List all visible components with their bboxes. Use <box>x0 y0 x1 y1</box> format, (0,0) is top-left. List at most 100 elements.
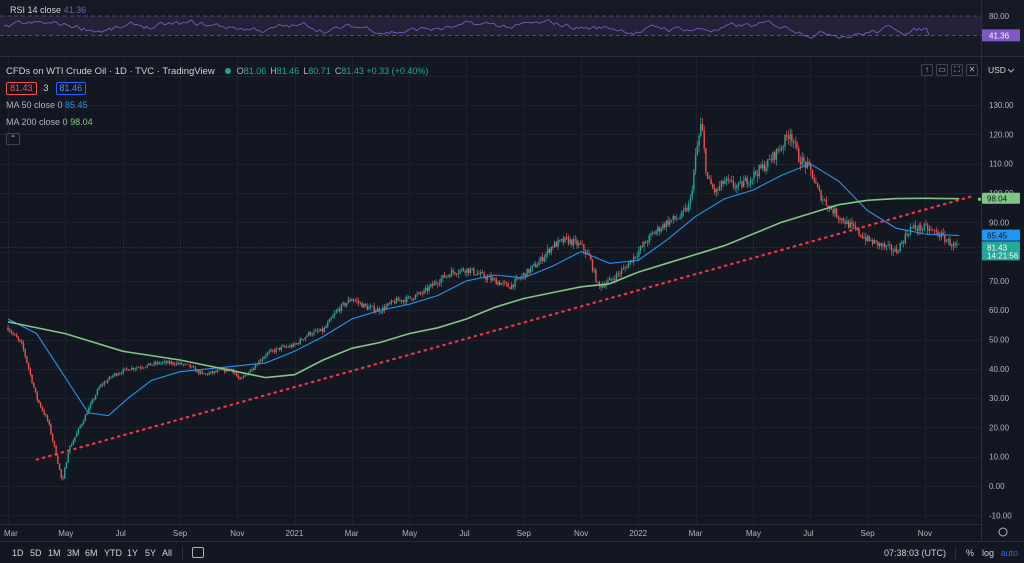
candle <box>787 130 790 145</box>
candle-body <box>560 239 563 241</box>
candle-body <box>908 234 910 236</box>
candle-body <box>617 273 619 275</box>
candle-body <box>315 330 317 332</box>
range-5y-button[interactable]: 5Y <box>145 548 157 558</box>
candle <box>677 217 680 220</box>
candle <box>679 213 681 221</box>
arrow-up-icon[interactable]: ↑ <box>921 64 933 76</box>
candle <box>136 366 138 371</box>
candle <box>555 241 558 247</box>
candle-body <box>565 237 568 238</box>
candle-body <box>76 432 78 437</box>
candle <box>400 299 403 305</box>
candle-body <box>409 296 411 299</box>
candle <box>770 154 772 164</box>
candle-body <box>877 241 879 246</box>
candle <box>634 256 637 260</box>
candle-body <box>423 289 425 294</box>
percent-toggle[interactable]: % <box>965 548 974 558</box>
candle <box>844 218 846 228</box>
candle-body <box>502 282 504 284</box>
candle-body <box>896 248 898 253</box>
maximize-icon[interactable]: ▭ <box>936 64 948 76</box>
range-6m-button[interactable]: 6M <box>85 548 98 558</box>
candle-body <box>400 300 403 302</box>
close-icon[interactable]: ✕ <box>966 64 978 76</box>
candle <box>641 241 644 248</box>
candle <box>773 150 776 164</box>
candle-body <box>117 374 119 376</box>
candle <box>565 232 568 241</box>
candle-body <box>897 251 900 253</box>
bottom-toolbar: 1D 5D 1M 3M 6M YTD 1Y 5Y All 07:38:03 (U… <box>0 541 1024 563</box>
candle-body <box>187 364 190 365</box>
candle-body <box>944 234 946 242</box>
candle-body <box>492 278 494 281</box>
range-3m-button[interactable]: 3M <box>67 548 80 558</box>
candle-body <box>180 362 183 365</box>
candle <box>199 370 202 375</box>
candle-body <box>60 469 62 478</box>
buy-button[interactable]: 81.46 <box>55 81 87 95</box>
range-1d-button[interactable]: 1D <box>12 548 24 558</box>
candle <box>877 241 879 250</box>
candle <box>39 401 42 409</box>
rsi-params: 14 close <box>27 5 62 15</box>
candle-body <box>84 414 87 421</box>
candle <box>81 423 83 428</box>
candle <box>925 220 927 227</box>
range-1m-button[interactable]: 1M <box>48 548 61 558</box>
candle-body <box>517 277 520 279</box>
candle <box>559 239 561 244</box>
range-ytd-button[interactable]: YTD <box>104 548 122 558</box>
range-all-button[interactable]: All <box>162 548 173 558</box>
candle-body <box>38 399 40 403</box>
candle <box>686 205 688 212</box>
fullscreen-icon[interactable]: ⛶ <box>951 64 963 76</box>
candle-body <box>141 367 143 369</box>
calendar-goto-icon[interactable] <box>192 547 204 558</box>
candle-body <box>435 282 437 284</box>
range-1y-button[interactable]: 1Y <box>127 548 139 558</box>
candle-body <box>345 303 348 306</box>
candle-body <box>507 283 509 288</box>
candle-body <box>55 445 57 456</box>
range-5d-button[interactable]: 5D <box>30 548 42 558</box>
candle-body <box>498 281 501 286</box>
candle <box>650 231 652 241</box>
candle-body <box>107 379 109 383</box>
candle-body <box>376 308 379 311</box>
candle-body <box>149 363 152 366</box>
candle-body <box>694 154 697 171</box>
candle <box>186 363 188 365</box>
candle <box>820 189 822 202</box>
candle-body <box>579 243 582 244</box>
candle <box>937 228 939 238</box>
candle <box>688 200 690 213</box>
candle <box>120 371 123 376</box>
clock[interactable]: 07:38:03 (UTC) <box>883 548 946 558</box>
chevron-up-icon[interactable]: ⌃ <box>6 133 20 145</box>
candle <box>402 299 405 305</box>
ma200-label[interactable]: MA 200 close 0 <box>6 117 68 127</box>
candle-body <box>215 371 217 372</box>
candle-body <box>165 361 167 364</box>
ma50-label[interactable]: MA 50 close 0 <box>6 100 63 110</box>
symbol-title[interactable]: CFDs on WTI Crude Oil · 1D · TVC · Tradi… <box>6 65 215 77</box>
candle <box>131 365 133 371</box>
candle <box>165 360 167 366</box>
candle-body <box>890 245 893 252</box>
candle-body <box>27 362 30 369</box>
candle <box>100 383 102 388</box>
candle <box>698 133 700 153</box>
candle <box>51 433 54 443</box>
candle <box>143 367 145 370</box>
candle-body <box>512 284 515 287</box>
log-toggle[interactable]: log <box>981 548 994 558</box>
sell-button[interactable]: 81.43 <box>6 81 37 95</box>
auto-toggle[interactable]: auto <box>1000 548 1018 558</box>
candle <box>880 242 882 251</box>
x-tick-label: Mar <box>345 529 359 538</box>
candle <box>60 469 62 480</box>
